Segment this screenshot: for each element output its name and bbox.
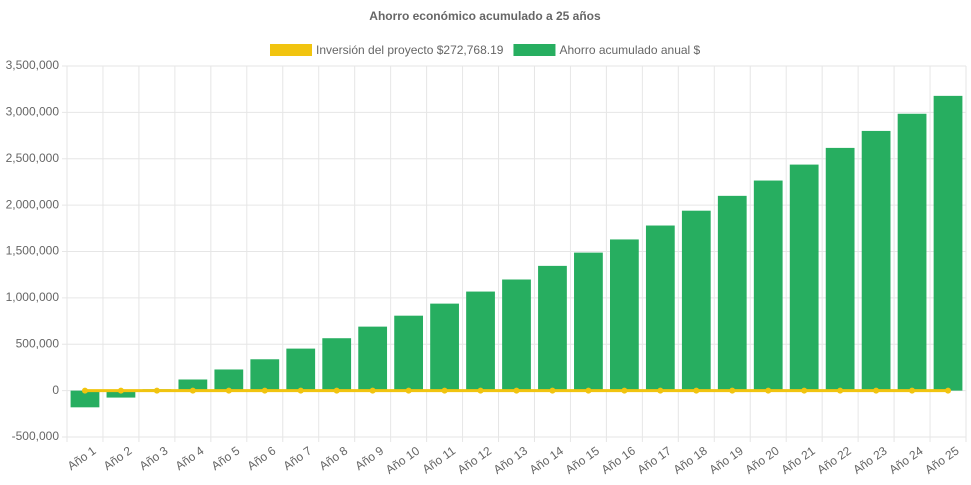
- line-point: [117, 387, 124, 394]
- x-tick-label: Año 24: [886, 443, 925, 476]
- x-tick-label: Año 16: [599, 443, 638, 476]
- bar: [322, 338, 352, 391]
- x-tick-label: Año 4: [173, 443, 207, 473]
- x-tick-label: Año 15: [563, 443, 602, 476]
- bar: [789, 164, 819, 391]
- x-tick-label: Año 22: [814, 443, 853, 476]
- line-point: [297, 387, 304, 394]
- line-point: [693, 387, 700, 394]
- legend-swatch: [270, 44, 312, 56]
- line-point: [549, 387, 556, 394]
- y-tick-label: 2,000,000: [6, 197, 60, 211]
- x-tick-label: Año 3: [137, 443, 171, 473]
- line-point: [585, 387, 592, 394]
- x-tick-label: Año 2: [101, 443, 135, 473]
- x-tick-label: Año 8: [317, 443, 351, 473]
- x-tick-label: Año 23: [850, 443, 889, 476]
- bar: [286, 348, 316, 391]
- x-tick-label: Año 21: [779, 443, 818, 476]
- bar: [825, 147, 855, 391]
- x-tick-label: Año 12: [455, 443, 494, 476]
- bar: [430, 303, 459, 391]
- y-tick-label: 1,000,000: [6, 290, 60, 304]
- y-tick-label: 500,000: [16, 336, 60, 350]
- x-tick-label: Año 13: [491, 443, 530, 476]
- x-tick-label: Año 5: [209, 443, 243, 473]
- bar: [861, 130, 891, 391]
- line-point: [477, 387, 484, 394]
- line-point: [153, 387, 160, 394]
- bar: [645, 225, 675, 391]
- x-tick-label: Año 18: [671, 443, 710, 476]
- line-point: [189, 387, 196, 394]
- bar: [717, 195, 747, 391]
- line-point: [873, 387, 880, 394]
- x-tick-label: Año 19: [707, 443, 746, 476]
- line-point: [909, 387, 916, 394]
- bar: [358, 326, 388, 391]
- line-point: [369, 387, 376, 394]
- bar: [753, 180, 783, 391]
- chart-title: Ahorro económico acumulado a 25 años: [369, 9, 601, 23]
- x-tick-label: Año 9: [352, 443, 386, 473]
- x-tick-label: Año 20: [743, 443, 782, 476]
- legend-label: Ahorro acumulado anual $: [559, 43, 700, 57]
- bar: [106, 390, 136, 398]
- line-point: [333, 387, 340, 394]
- x-tick-label: Año 10: [383, 443, 422, 476]
- line-point: [837, 387, 844, 394]
- bar: [681, 210, 711, 391]
- x-tick-label: Año 17: [635, 443, 674, 476]
- line-point: [225, 387, 232, 394]
- x-tick-label: Año 14: [527, 443, 566, 476]
- line-point: [513, 387, 520, 394]
- y-tick-label: 3,500,000: [6, 58, 60, 72]
- line-point: [621, 387, 628, 394]
- bar: [214, 369, 244, 391]
- bar: [178, 379, 208, 391]
- line-point: [801, 387, 808, 394]
- bar: [574, 252, 603, 391]
- x-tick-label: Año 11: [420, 443, 459, 476]
- y-tick-label: 1,500,000: [6, 244, 60, 258]
- x-tick-label: Año 1: [65, 443, 99, 473]
- y-tick-label: 3,000,000: [6, 105, 60, 119]
- bar: [394, 315, 424, 391]
- bar: [538, 265, 567, 391]
- bar: [250, 359, 280, 391]
- line-point: [405, 387, 412, 394]
- line-point: [765, 387, 772, 394]
- line-point: [657, 387, 664, 394]
- bar: [70, 390, 100, 408]
- x-tick-label: Año 6: [245, 443, 279, 473]
- legend-label: Inversión del proyecto $272,768.19: [316, 43, 504, 57]
- x-tick-label: Año 25: [922, 443, 961, 476]
- line-point: [261, 387, 268, 394]
- line-point: [729, 387, 736, 394]
- bar: [933, 95, 963, 391]
- bar: [897, 113, 927, 391]
- line-point: [945, 387, 952, 394]
- line-point: [81, 387, 88, 394]
- legend-swatch: [513, 44, 556, 56]
- line-point: [441, 387, 448, 394]
- y-tick-label: -500,000: [12, 429, 60, 443]
- y-tick-label: 0: [52, 383, 59, 397]
- bar: [502, 279, 531, 391]
- bar: [466, 291, 495, 391]
- y-tick-label: 2,500,000: [6, 151, 60, 165]
- x-tick-label: Año 7: [281, 443, 315, 473]
- bar: [609, 239, 639, 391]
